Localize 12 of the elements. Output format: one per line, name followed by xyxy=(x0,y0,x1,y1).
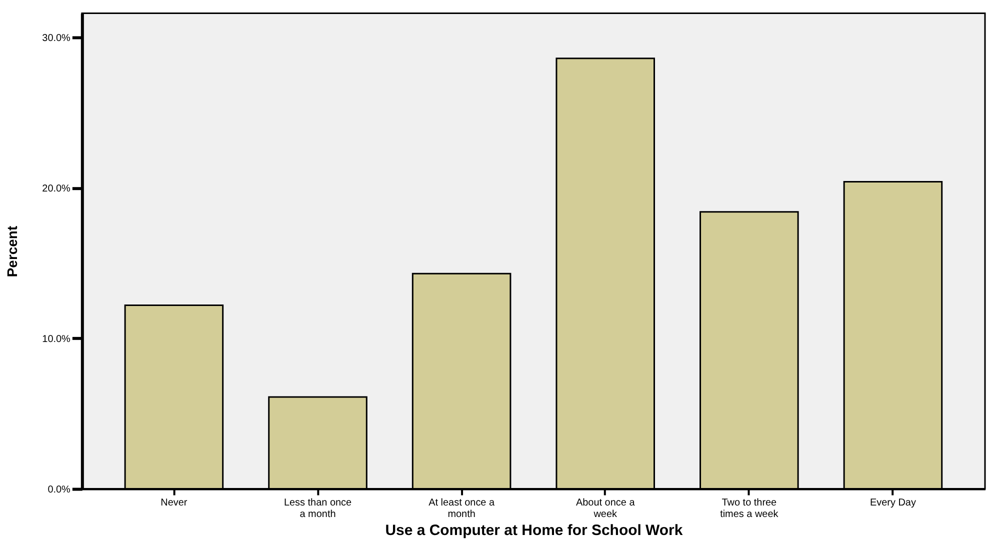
y-tick-label: 0.0% xyxy=(48,484,71,496)
x-tick-label: At least once a month xyxy=(428,497,495,520)
x-tick-label: Every Day xyxy=(870,497,916,508)
y-axis-title: Percent xyxy=(4,226,20,278)
y-tick-label: 30.0% xyxy=(42,32,71,44)
y-tick-label: 20.0% xyxy=(42,183,71,194)
x-tick-label: About once a week xyxy=(576,497,636,520)
y-tick-label: 10.0% xyxy=(42,334,71,345)
x-axis-title: Use a Computer at Home for School Work xyxy=(385,522,684,540)
x-tick-label: Two to three times a week xyxy=(720,497,778,520)
x-tick-label: Never xyxy=(160,497,188,508)
x-tick-label: Less than once a month xyxy=(284,497,352,520)
